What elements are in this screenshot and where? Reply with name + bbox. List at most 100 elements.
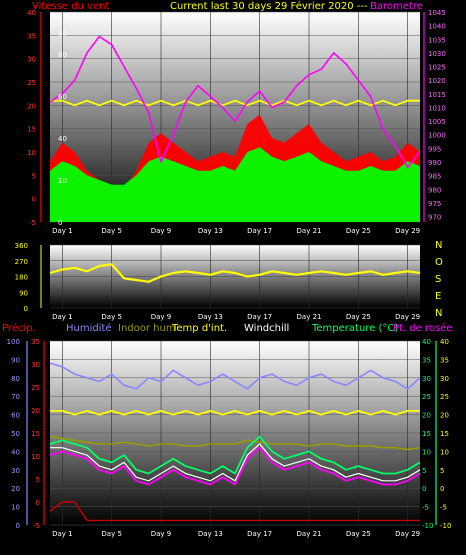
- ytick-hum-4: 40: [11, 448, 20, 456]
- compass-2: S: [435, 274, 441, 285]
- ytick-wind-7: 30: [27, 56, 36, 64]
- ytick-wind-3: 10: [27, 149, 36, 157]
- ytick-itemp-3: 5: [440, 467, 444, 475]
- ytick-baro-15: 1045: [428, 9, 446, 17]
- ytick-wind-2: 5: [32, 172, 36, 180]
- ytick-baro-5: 995: [428, 145, 441, 153]
- ytick-hum-8: 80: [11, 375, 20, 383]
- ytick-baro-0: 970: [428, 214, 441, 222]
- compass-4: N: [435, 308, 442, 319]
- xtick-p0-1: Day 5: [101, 227, 122, 235]
- ytick-wind-1: 0: [32, 196, 36, 204]
- ytick-hum-2: 20: [11, 485, 20, 493]
- ytick-baro-13: 1035: [428, 36, 446, 44]
- ytick-baro-12: 1030: [428, 50, 446, 58]
- ytick-hum-6: 60: [11, 412, 20, 420]
- ytick-baro-3: 985: [428, 173, 441, 181]
- compass-0: N: [435, 240, 442, 251]
- ytick-wind-5: 20: [27, 102, 36, 110]
- ytick-itemp-10: 40: [440, 338, 449, 346]
- xtick-p2-6: Day 25: [346, 530, 371, 538]
- xtick-p0-2: Day 9: [151, 227, 172, 235]
- series-dir-avg: [50, 99, 420, 107]
- ytick-baro-10: 1020: [428, 77, 446, 85]
- ytick-temp-2: 0: [422, 485, 426, 493]
- ytick-hum-9: 90: [11, 356, 20, 364]
- ytick-precip-0: -5: [33, 522, 40, 530]
- ytick-temp-8: 30: [422, 375, 431, 383]
- xtick-p0-3: Day 13: [198, 227, 223, 235]
- ytick-hum-3: 30: [11, 467, 20, 475]
- ytick-hum1-2: 40: [58, 135, 67, 143]
- ytick-itemp-4: 10: [440, 448, 449, 456]
- ytick-dir-0: 0: [24, 305, 28, 313]
- ytick-precip-6: 25: [31, 384, 40, 392]
- series-temperature: [49, 435, 421, 475]
- temperature-label: Temperature (°C): [311, 323, 398, 334]
- ytick-baro-1: 975: [428, 200, 441, 208]
- ytick-baro-7: 1005: [428, 118, 446, 126]
- ytick-wind-9: 40: [27, 9, 36, 17]
- ytick-precip-3: 10: [31, 453, 40, 461]
- xtick-p1-0: Day 1: [52, 313, 73, 321]
- ytick-baro-11: 1025: [428, 64, 446, 72]
- ytick-temp-5: 15: [422, 430, 431, 438]
- ytick-itemp-9: 35: [440, 356, 449, 364]
- xtick-p2-2: Day 9: [151, 530, 172, 538]
- ytick-baro-14: 1040: [428, 23, 446, 31]
- ytick-precip-4: 15: [31, 430, 40, 438]
- ytick-dir-4: 360: [15, 242, 28, 250]
- ytick-itemp-6: 20: [440, 412, 449, 420]
- xtick-p2-5: Day 21: [297, 530, 322, 538]
- humidity-label: Humidité: [66, 322, 112, 334]
- ytick-itemp-7: 25: [440, 393, 449, 401]
- dewpoint-label: Pt. de rosée: [393, 322, 453, 334]
- ytick-dir-3: 270: [15, 258, 28, 266]
- ytick-precip-1: 0: [36, 499, 40, 507]
- ytick-baro-2: 980: [428, 186, 441, 194]
- xtick-p1-6: Day 25: [346, 313, 371, 321]
- xtick-p1-3: Day 13: [198, 313, 223, 321]
- ytick-hum-1: 10: [11, 504, 20, 512]
- xtick-p2-0: Day 1: [52, 530, 73, 538]
- ytick-precip-7: 30: [31, 361, 40, 369]
- ytick-baro-8: 1010: [428, 104, 446, 112]
- ytick-baro-4: 990: [428, 159, 441, 167]
- ytick-temp-10: 40: [422, 338, 431, 346]
- ytick-temp-0: -10: [422, 522, 433, 530]
- series: [49, 35, 421, 522]
- ytick-wind-0: -5: [29, 219, 36, 227]
- ytick-hum1-3: 60: [58, 93, 67, 101]
- compass-3: E: [435, 291, 441, 302]
- ytick-itemp-5: 15: [440, 430, 449, 438]
- ytick-wind-6: 25: [27, 79, 36, 87]
- xtick-p2-3: Day 13: [198, 530, 223, 538]
- series-indoor-hum: [49, 435, 421, 451]
- ytick-temp-4: 10: [422, 448, 431, 456]
- ytick-hum-10: 100: [7, 338, 20, 346]
- ytick-temp-9: 35: [422, 356, 431, 364]
- ytick-hum1-1: 20: [58, 177, 67, 185]
- xtick-p1-7: Day 29: [395, 313, 420, 321]
- ytick-hum-5: 50: [11, 430, 20, 438]
- ytick-hum1-5: 90: [58, 30, 67, 38]
- compass-1: O: [435, 257, 443, 268]
- ytick-wind-4: 15: [27, 126, 36, 134]
- indoor-hum-label: Indoor hum: [118, 323, 176, 334]
- xtick-p2-7: Day 29: [395, 530, 420, 538]
- series-indoor-temp: [50, 409, 420, 416]
- series-barometer: [49, 35, 421, 169]
- ytick-itemp-1: -5: [440, 504, 447, 512]
- xtick-p0-4: Day 17: [247, 227, 272, 235]
- ytick-temp-3: 5: [422, 467, 426, 475]
- ytick-baro-6: 1000: [428, 132, 446, 140]
- ytick-temp-6: 20: [422, 412, 431, 420]
- ytick-wind-8: 35: [27, 32, 36, 40]
- windchill-label: Windchill: [244, 323, 289, 334]
- xtick-p2-1: Day 5: [101, 530, 122, 538]
- series-dewpoint: [49, 446, 421, 486]
- xtick-p1-1: Day 5: [101, 313, 122, 321]
- ytick-temp-1: -5: [422, 504, 429, 512]
